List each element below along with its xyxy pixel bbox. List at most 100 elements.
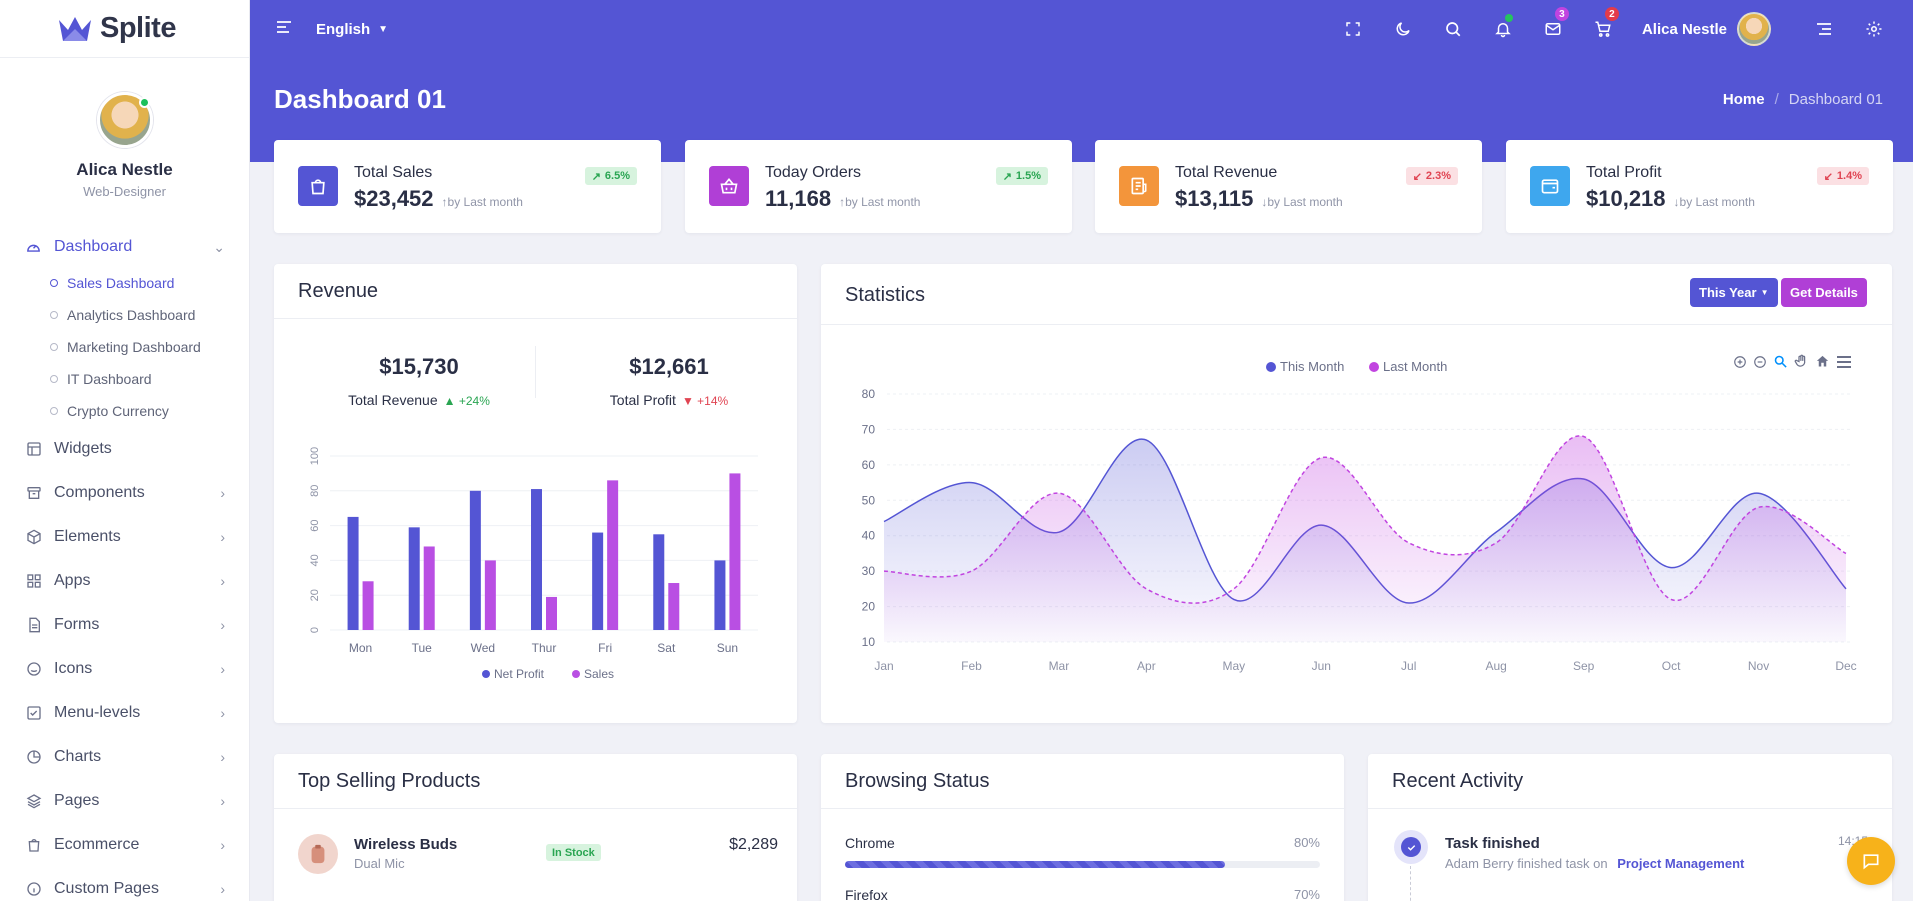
- y-tick-label: 80: [309, 485, 321, 497]
- timeline-line: [1410, 866, 1411, 901]
- chevron-right-icon: ›: [220, 573, 225, 589]
- sidebar-item-widgets[interactable]: Widgets: [0, 427, 249, 471]
- legend-label: Net Profit: [494, 667, 545, 681]
- y-tick-label: 60: [862, 458, 876, 472]
- sidebar-item-forms[interactable]: Forms ›: [0, 603, 249, 647]
- x-tick-label: Dec: [1835, 659, 1856, 673]
- revenue-total-block: $15,730 Total Revenue ▲ +24%: [314, 354, 524, 408]
- x-tick-label: Feb: [961, 659, 982, 673]
- status-badge: In Stock: [546, 844, 601, 861]
- x-tick-label: Apr: [1137, 659, 1156, 673]
- browser-name: Firefox: [845, 887, 888, 901]
- list-item[interactable]: Wireless Buds Dual Mic In Stock $2,289: [298, 834, 778, 878]
- y-tick-label: 40: [862, 529, 876, 543]
- get-details-button[interactable]: Get Details: [1781, 278, 1867, 307]
- activity-title: Task finished: [1445, 835, 1540, 852]
- sidebar-item-charts[interactable]: Charts ›: [0, 735, 249, 779]
- fullscreen-icon[interactable]: [1328, 0, 1378, 58]
- chat-fab-button[interactable]: [1847, 837, 1895, 885]
- stat-note: ↑by Last month: [441, 195, 523, 209]
- submenu-item-it-dashboard[interactable]: IT Dashboard: [50, 363, 249, 395]
- y-tick-label: 70: [862, 422, 876, 436]
- bell-icon[interactable]: [1478, 0, 1528, 58]
- bar-sales: [729, 473, 741, 630]
- gear-icon[interactable]: [1849, 0, 1899, 58]
- stat-note: ↑by Last month: [839, 195, 921, 209]
- zoom-select-icon[interactable]: [1773, 354, 1788, 369]
- x-tick-label: Oct: [1662, 659, 1681, 673]
- product-subtitle: Dual Mic: [354, 856, 405, 871]
- period-dropdown-button[interactable]: This Year ▼: [1690, 278, 1778, 307]
- product-image: [298, 834, 338, 874]
- stat-title: Total Sales: [354, 164, 433, 181]
- dashboard-submenu: Sales Dashboard Analytics Dashboard Mark…: [0, 267, 249, 427]
- legend-marker: [1369, 362, 1379, 372]
- moon-icon[interactable]: [1378, 0, 1428, 58]
- menu-toggle-icon[interactable]: [276, 20, 292, 39]
- sidebar-item-icons[interactable]: Icons ›: [0, 647, 249, 691]
- chart-menu-icon[interactable]: [1836, 355, 1852, 369]
- user-avatar[interactable]: [1737, 12, 1771, 46]
- top-selling-products-card: Top Selling Products Wireless Buds Dual …: [274, 754, 797, 901]
- submenu-item-marketing-dashboard[interactable]: Marketing Dashboard: [50, 331, 249, 363]
- stat-note: ↓by Last month: [1261, 195, 1343, 209]
- sidebar-item-label: Menu-levels: [54, 704, 141, 721]
- sidebar-item-elements[interactable]: Elements ›: [0, 515, 249, 559]
- search-icon[interactable]: [1428, 0, 1478, 58]
- y-tick-label: 50: [862, 493, 876, 507]
- stat-change-badge: ↙ 1.4%: [1816, 167, 1869, 185]
- cart-icon[interactable]: 2: [1578, 0, 1628, 58]
- total-profit-change: ▼ +14%: [681, 394, 729, 408]
- app-logo[interactable]: Splite: [0, 0, 249, 58]
- bar-sales: [484, 560, 496, 630]
- user-name[interactable]: Alica Nestle: [1641, 20, 1727, 38]
- sidebar-item-label: Charts: [54, 748, 102, 765]
- sidebar-item-apps[interactable]: Apps ›: [0, 559, 249, 603]
- sidebar-item-ecommerce[interactable]: Ecommerce ›: [0, 823, 249, 867]
- sidebar-item-pages[interactable]: Pages ›: [0, 779, 249, 823]
- zoom-in-icon[interactable]: [1733, 355, 1747, 369]
- sidebar-item-label: Widgets: [54, 440, 112, 457]
- caret-down-icon: ▼: [1760, 288, 1769, 297]
- submenu-item-sales-dashboard[interactable]: Sales Dashboard: [50, 267, 249, 299]
- breadcrumb-home[interactable]: Home: [1722, 91, 1765, 108]
- hand-pan-icon[interactable]: [1794, 354, 1809, 369]
- layout-icon: [25, 441, 42, 458]
- avatar[interactable]: [96, 92, 153, 148]
- y-tick-label: 10: [862, 635, 876, 649]
- zoom-out-icon[interactable]: [1753, 355, 1767, 369]
- wallet-icon: [1530, 166, 1570, 206]
- bar-sales: [546, 596, 557, 630]
- stat-note: ↓by Last month: [1673, 195, 1755, 209]
- x-tick-label: Fri: [598, 641, 612, 655]
- chat-icon: [1863, 854, 1879, 870]
- product-price: $2,289: [729, 836, 778, 853]
- sidebar-item-label: Ecommerce: [54, 836, 140, 853]
- submenu-item-crypto-currency[interactable]: Crypto Currency: [50, 395, 249, 427]
- sidebar-item-menu-levels[interactable]: Menu-levels ›: [0, 691, 249, 735]
- y-tick-label: 20: [862, 600, 876, 614]
- legend-marker: [1266, 362, 1276, 372]
- language-selector[interactable]: English ▼: [316, 21, 388, 38]
- home-icon[interactable]: [1815, 354, 1830, 369]
- sidebar-item-custom-pages[interactable]: Custom Pages ›: [0, 867, 249, 901]
- box-icon: [25, 529, 42, 546]
- sidebar-right-toggle-icon[interactable]: [1799, 0, 1849, 58]
- page-title: Dashboard 01: [274, 84, 446, 114]
- x-tick-label: Sun: [717, 641, 738, 655]
- bar-sales: [362, 581, 374, 630]
- basket-icon: [709, 166, 749, 206]
- sidebar-item-components[interactable]: Components ›: [0, 471, 249, 515]
- browser-name: Chrome: [845, 835, 895, 851]
- sidebar-item-dashboard[interactable]: Dashboard ⌄: [0, 227, 249, 267]
- total-revenue-label: Total Revenue: [348, 392, 438, 408]
- pie-chart-icon: [25, 749, 42, 766]
- card-divider: [821, 324, 1892, 325]
- revenue-card: Revenue $15,730 Total Revenue ▲ +24% $12,…: [274, 264, 797, 723]
- chevron-down-icon: ⌄: [213, 238, 225, 255]
- activity-link[interactable]: Project Management: [1617, 856, 1745, 871]
- mail-icon[interactable]: 3: [1528, 0, 1578, 58]
- shopping-bag-icon: [298, 166, 338, 206]
- submenu-item-analytics-dashboard[interactable]: Analytics Dashboard: [50, 299, 249, 331]
- progress-fill: [845, 861, 1225, 868]
